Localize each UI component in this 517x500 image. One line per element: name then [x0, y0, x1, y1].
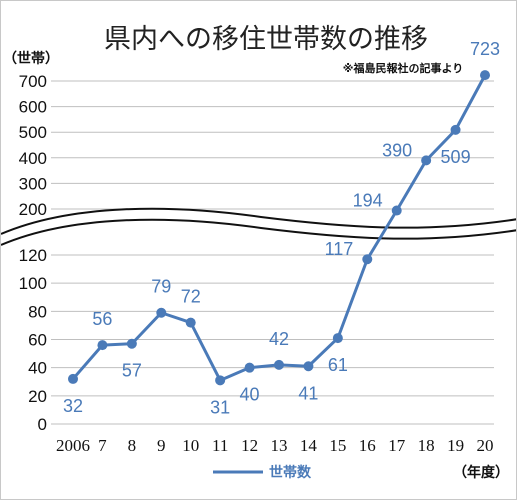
data-point [332, 333, 343, 344]
x-tick-label: 14 [300, 436, 318, 455]
data-label: 41 [298, 383, 318, 403]
data-label: 509 [441, 147, 471, 167]
x-tick-label: 8 [128, 436, 137, 455]
data-label: 390 [382, 140, 412, 160]
legend-label: 世帯数 [269, 464, 312, 481]
x-tick-label: 9 [157, 436, 166, 455]
data-labels: 32 56 57 79 72 31 40 42 41 61 117 194 390 509 723 [63, 39, 500, 417]
data-label: 42 [269, 329, 289, 349]
data-label: 117 [325, 239, 354, 259]
y-tick-label: 20 [28, 387, 47, 406]
x-tick-label: 17 [388, 436, 406, 455]
source-note: ※福島民報社の記事より [343, 61, 463, 75]
x-tick-label: 16 [359, 436, 376, 455]
x-tick-label: 2006 [56, 436, 90, 455]
y-tick-label: 80 [28, 302, 47, 321]
x-tick-label: 18 [418, 436, 435, 455]
data-point [215, 375, 226, 386]
data-label: 56 [92, 309, 112, 329]
x-tick-label: 7 [98, 436, 107, 455]
x-tick-label: 13 [271, 436, 288, 455]
data-point [156, 307, 167, 318]
y-tick-label: 200 [19, 200, 47, 219]
y-tick-label: 40 [28, 359, 47, 378]
break-line-bottom [1, 218, 516, 246]
data-label: 57 [122, 361, 142, 381]
axis-break [1, 207, 516, 246]
y-tick-label: 0 [38, 415, 47, 434]
y-tick-label: 300 [19, 174, 47, 193]
data-point [303, 361, 314, 372]
data-point [421, 155, 432, 166]
x-tick-label: 19 [447, 436, 464, 455]
data-label: 32 [63, 396, 83, 416]
y-tick-label: 600 [19, 98, 47, 117]
data-point [274, 359, 284, 370]
data-point [126, 338, 137, 349]
data-label: 79 [151, 277, 171, 297]
data-label: 61 [328, 355, 348, 375]
data-label: 72 [181, 287, 201, 307]
data-point [97, 340, 108, 351]
legend: 世帯数 [213, 464, 312, 481]
x-tick-label: 20 [477, 436, 494, 455]
data-point [362, 254, 373, 265]
data-label: 723 [470, 39, 500, 59]
y-tick-label: 100 [19, 274, 47, 293]
data-label: 31 [210, 397, 230, 417]
chart-title: 県内への移住世帯数の推移 [104, 24, 428, 55]
data-label: 194 [353, 191, 383, 211]
y-tick-label: 400 [19, 149, 47, 168]
data-point [480, 70, 490, 81]
x-tick-label: 10 [182, 436, 199, 455]
y-tick-label: 120 [19, 246, 47, 265]
y-axis-unit: （世帯） [3, 50, 59, 67]
data-point [391, 205, 402, 216]
data-point [450, 124, 461, 135]
x-tick-label: 15 [329, 436, 346, 455]
gridlines [51, 80, 494, 425]
y-tick-label: 60 [28, 331, 47, 350]
data-point [244, 362, 255, 373]
x-tick-label: 12 [241, 436, 258, 455]
series-line-group [68, 70, 490, 386]
x-tick-label: 11 [212, 436, 228, 455]
x-axis-unit: （年度） [453, 464, 509, 481]
x-tick-labels: 2006 7 8 9 10 11 12 13 14 15 16 17 18 19 20 [56, 436, 494, 455]
data-point [68, 373, 78, 384]
y-tick-labels: 0 20 40 60 80 100 120 200 300 400 500 600 700 [19, 72, 47, 434]
break-line-top [1, 207, 516, 235]
y-tick-label: 700 [19, 72, 47, 91]
data-label: 40 [240, 385, 260, 405]
y-tick-label: 500 [19, 123, 47, 142]
data-point [185, 317, 196, 328]
